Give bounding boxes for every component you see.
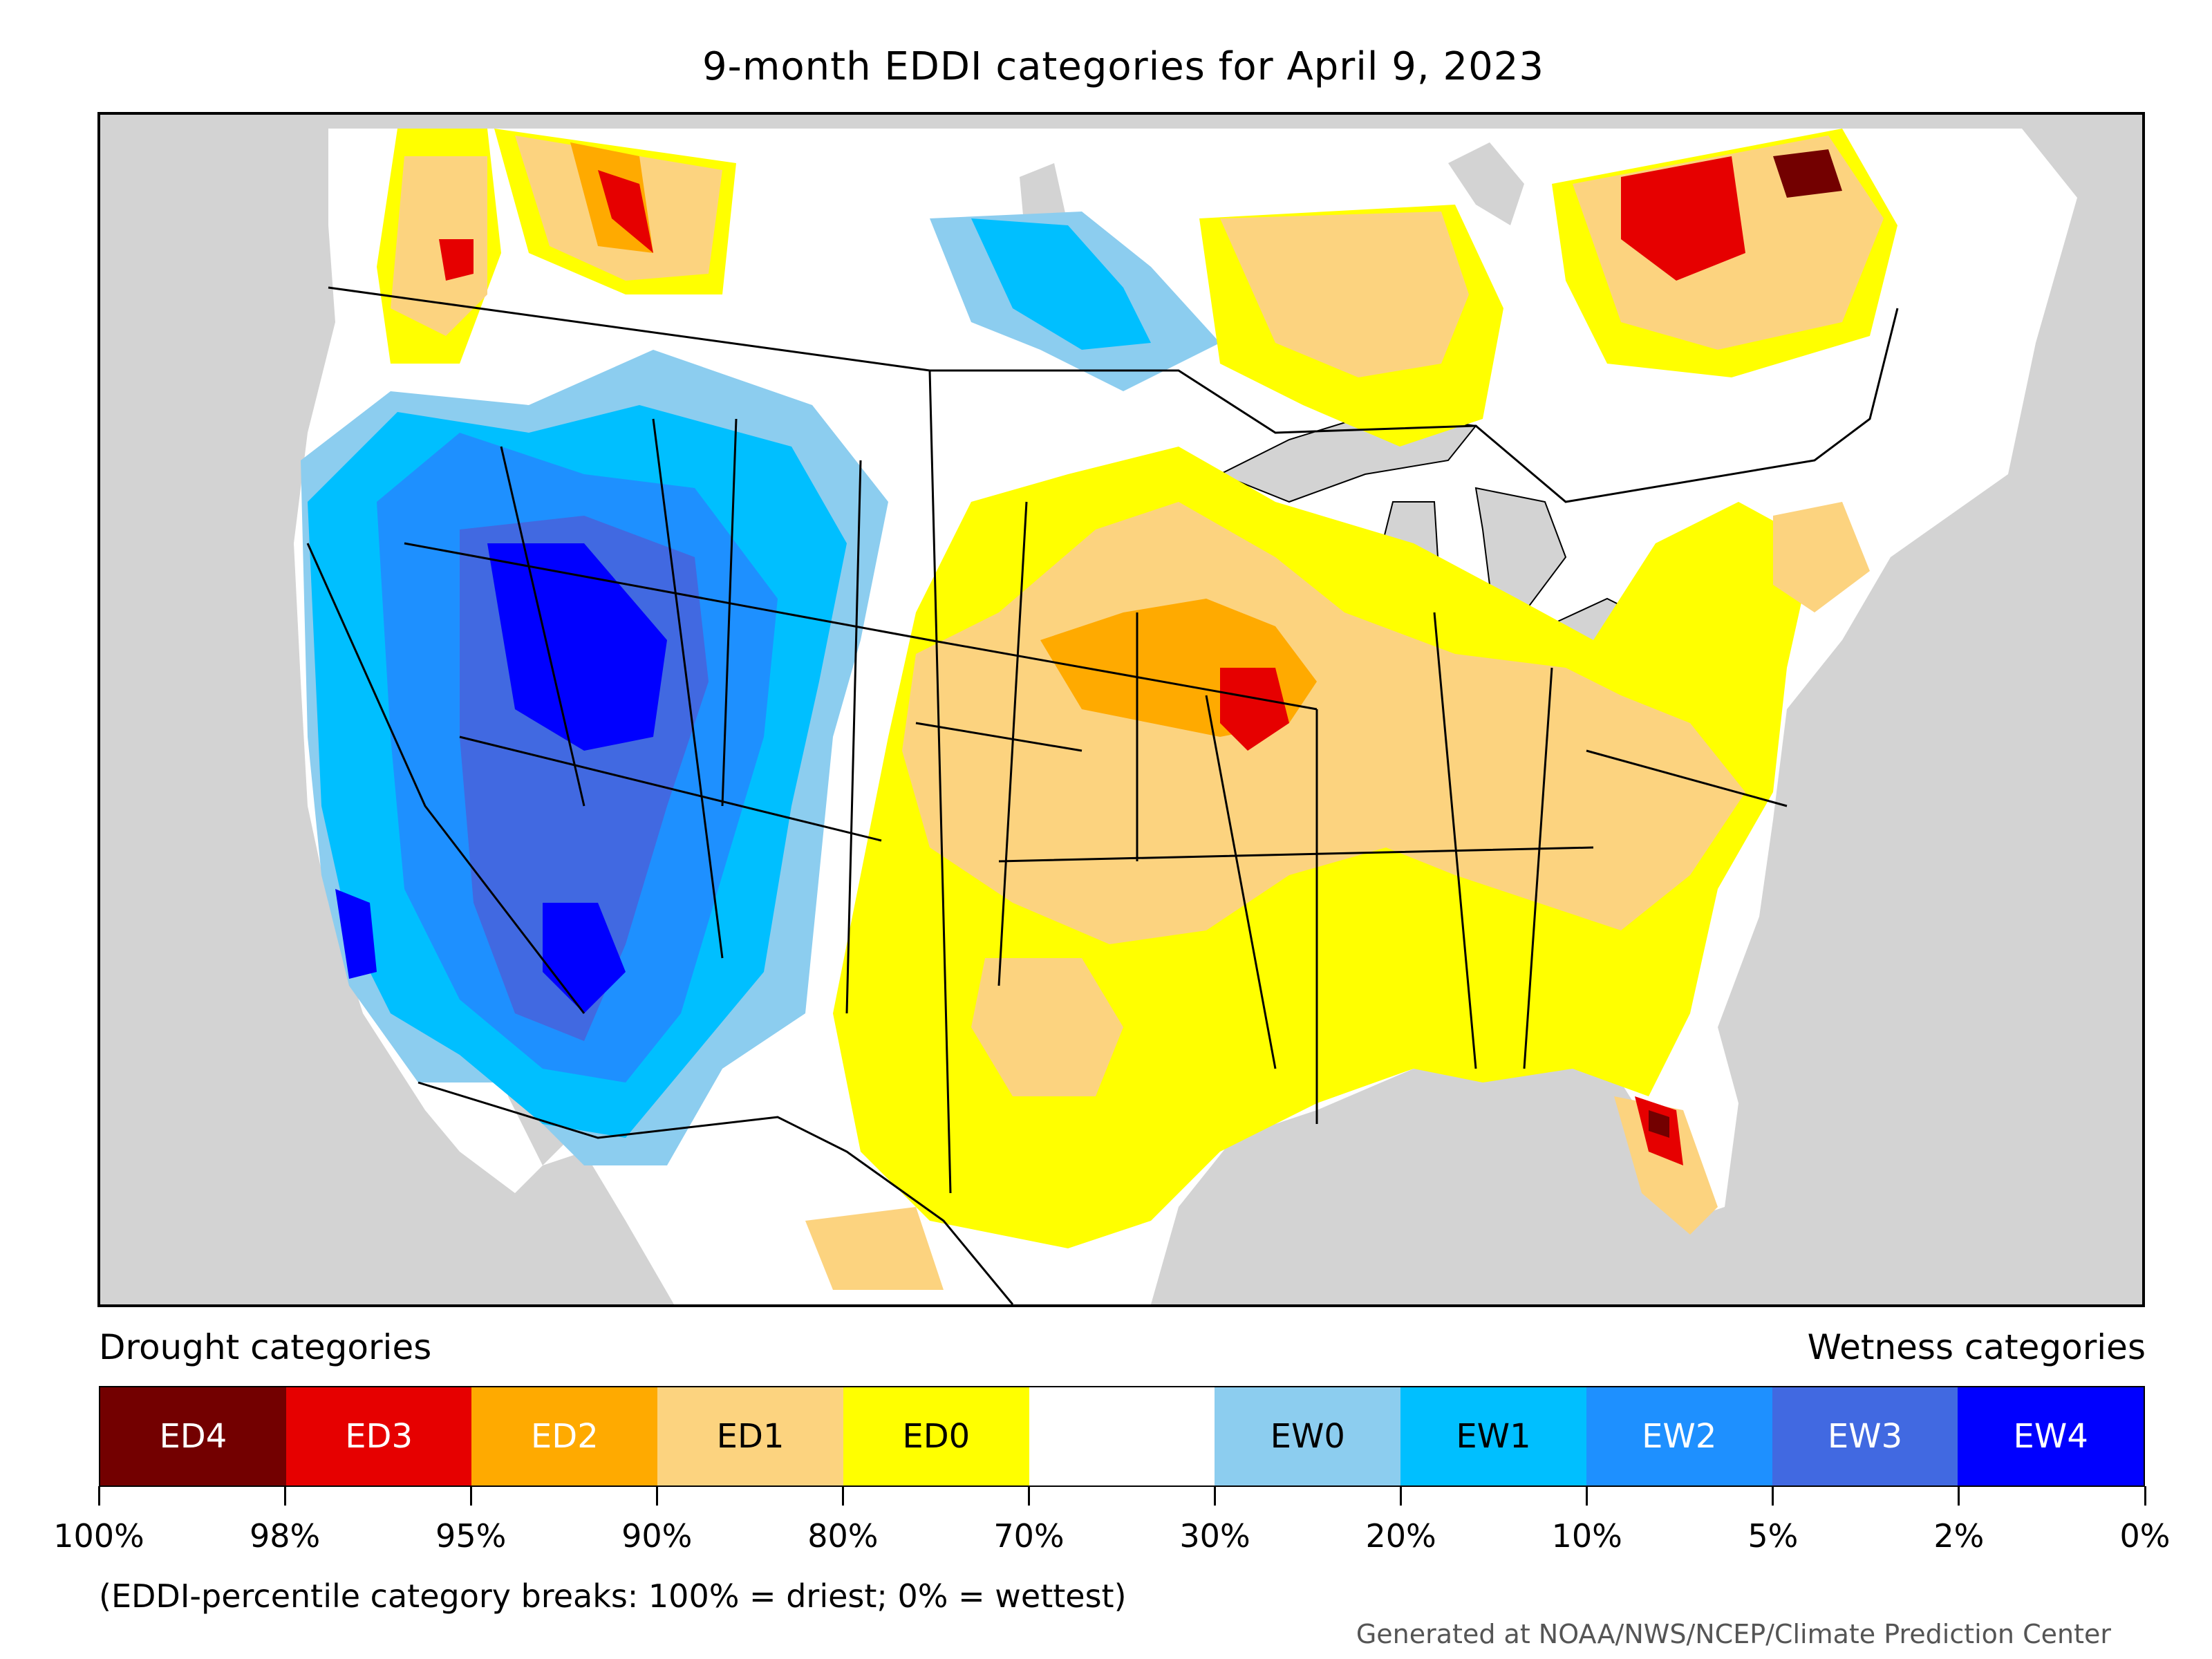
colorbar-tick bbox=[1400, 1486, 1403, 1506]
category-swatch: ED4 bbox=[100, 1387, 286, 1485]
colorbar-tick-label: 2% bbox=[1933, 1517, 1985, 1555]
colorbar-tick-label: 95% bbox=[435, 1517, 507, 1555]
colorbar-tick bbox=[283, 1486, 286, 1506]
region-ed1 bbox=[1773, 502, 1870, 612]
category-swatch: ED0 bbox=[843, 1387, 1029, 1485]
colorbar-tick bbox=[2144, 1486, 2146, 1506]
wetness-heading: Wetness categories bbox=[1807, 1327, 2146, 1367]
eddi-map bbox=[97, 112, 2145, 1307]
map-title: 9-month EDDI categories for April 9, 202… bbox=[702, 44, 1544, 89]
colorbar-tick bbox=[1586, 1486, 1588, 1506]
region-ed1 bbox=[971, 958, 1123, 1096]
colorbar-tick-label: 90% bbox=[621, 1517, 693, 1555]
colorbar-tick-label: 20% bbox=[1365, 1517, 1436, 1555]
eddi-regions bbox=[301, 129, 1897, 1290]
category-swatch: EW4 bbox=[1958, 1387, 2144, 1485]
category-colorbar: ED4 ED3 ED2 ED1 ED0 EW0 EW1 EW2 EW3 EW4 bbox=[99, 1386, 2145, 1487]
colorbar-tick-label: 10% bbox=[1551, 1517, 1622, 1555]
colorbar-tick-label: 0% bbox=[2119, 1517, 2171, 1555]
region-ed4 bbox=[1649, 1110, 1669, 1138]
colorbar-tick bbox=[655, 1486, 658, 1506]
credit-line: Generated at NOAA/NWS/NCEP/Climate Predi… bbox=[1356, 1619, 2111, 1649]
colorbar-tick bbox=[469, 1486, 472, 1506]
region-ew4 bbox=[335, 889, 377, 979]
colorbar-tick bbox=[1958, 1486, 1960, 1506]
category-swatch: EW2 bbox=[1586, 1387, 1772, 1485]
region-ew1 bbox=[971, 218, 1151, 350]
region-ed3 bbox=[439, 239, 474, 281]
category-footnote: (EDDI-percentile category breaks: 100% =… bbox=[99, 1577, 1127, 1615]
us-mexico-border bbox=[418, 1081, 1014, 1304]
colorbar-tick-label: 98% bbox=[249, 1517, 321, 1555]
state-lines bbox=[306, 370, 1788, 1194]
colorbar-tick-label: 30% bbox=[1179, 1517, 1250, 1555]
colorbar-tick-label: 80% bbox=[807, 1517, 879, 1555]
region-ed4 bbox=[1773, 149, 1842, 198]
category-swatch: EW1 bbox=[1400, 1387, 1586, 1485]
colorbar-tick bbox=[841, 1486, 844, 1506]
category-swatch: ED3 bbox=[285, 1387, 472, 1485]
region-ew4 bbox=[487, 543, 667, 751]
colorbar-ticks bbox=[97, 1486, 2146, 1507]
colorbar-tick-label: 70% bbox=[993, 1517, 1065, 1555]
colorbar-tick bbox=[97, 1486, 100, 1506]
category-swatch: EW0 bbox=[1215, 1387, 1401, 1485]
region-ed1 bbox=[805, 1207, 944, 1290]
category-swatch: ED2 bbox=[471, 1387, 658, 1485]
category-swatch bbox=[1029, 1387, 1215, 1485]
region-ed3 bbox=[1621, 156, 1745, 281]
region-ed1 bbox=[1220, 212, 1469, 377]
colorbar-tick-label: 100% bbox=[53, 1517, 144, 1555]
drought-heading: Drought categories bbox=[99, 1327, 432, 1367]
category-swatch: ED1 bbox=[657, 1387, 843, 1485]
region-ed1 bbox=[1614, 1096, 1718, 1235]
category-swatch: EW3 bbox=[1772, 1387, 1958, 1485]
region-ed1 bbox=[902, 502, 1745, 944]
us-map-svg bbox=[294, 129, 2077, 1304]
lake-nipigon bbox=[1448, 142, 1524, 225]
colorbar-tick-label: 5% bbox=[1747, 1517, 1799, 1555]
colorbar-tick bbox=[1772, 1486, 1774, 1506]
region-ed3 bbox=[598, 170, 653, 253]
us-canada-border bbox=[328, 286, 1899, 503]
colorbar-tick bbox=[1214, 1486, 1217, 1506]
region-ed1 bbox=[391, 156, 487, 336]
region-ed3 bbox=[1220, 668, 1289, 751]
colorbar-tick bbox=[1027, 1486, 1030, 1506]
borders bbox=[306, 286, 1899, 1304]
